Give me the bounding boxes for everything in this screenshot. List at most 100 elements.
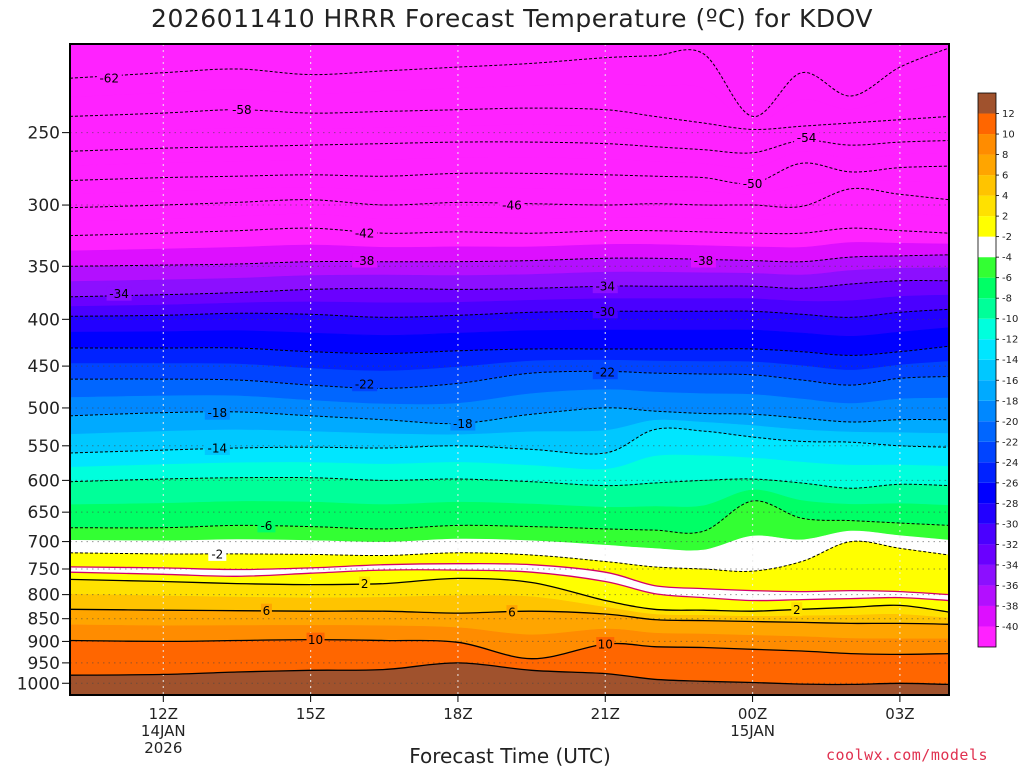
contour-label-bg: [592, 304, 618, 319]
contour-label-bg: [352, 377, 378, 392]
contour-label: -34: [106, 286, 132, 301]
isotherm-6: [70, 608, 949, 625]
colorbar-label: -10: [1002, 314, 1018, 325]
isotherm--50: [70, 162, 949, 185]
freezing-line-lower: [70, 569, 949, 602]
colorbar-label: 2: [1002, 212, 1008, 223]
contour-label: 10: [596, 637, 615, 652]
x-tick-label: 15Z: [296, 705, 325, 723]
contour-label-text: -38: [355, 254, 375, 268]
colorbar-label: -16: [1002, 376, 1018, 387]
colorbar-swatch: [978, 482, 996, 504]
isotherm--18: [70, 407, 949, 425]
colorbar-label: -24: [1002, 458, 1018, 469]
contour-label-text: 2: [793, 603, 801, 617]
colorbar-label: -26: [1002, 478, 1018, 489]
contour-label: -34: [592, 279, 618, 294]
contour-label-text: 10: [598, 638, 613, 652]
contour-label-bg: [352, 226, 378, 241]
contour-label-text: 6: [263, 604, 271, 618]
colorbar-swatch: [978, 400, 996, 422]
isotherm--46: [70, 187, 949, 209]
y-tick-label: 750: [28, 560, 60, 580]
y-tick-label: 1000: [17, 674, 60, 694]
contour-label-bg: [306, 632, 325, 647]
isotherm-10: [70, 638, 949, 660]
colorbar-label: -34: [1002, 560, 1018, 571]
contour-label-text: -14: [208, 441, 228, 455]
colorbar-label: -32: [1002, 540, 1018, 551]
colorbar-label: -38: [1002, 601, 1018, 612]
colorbar-swatch: [978, 154, 996, 176]
contour-label: -46: [499, 198, 525, 213]
contour-label-text: -54: [797, 131, 817, 145]
contour-label-text: 10: [308, 633, 323, 647]
x-tick-label: 00Z: [738, 705, 767, 723]
contour-label: -22: [352, 377, 378, 392]
colorbar-label: 10: [1002, 130, 1015, 141]
y-tick-label: 500: [28, 399, 60, 419]
contour-label-bg: [506, 605, 518, 620]
contour-label: -62: [96, 71, 122, 86]
contour-label: -38: [690, 253, 716, 268]
contour-label: -50: [740, 176, 766, 191]
contour-label-text: -34: [595, 280, 615, 294]
isotherm--42: [70, 227, 949, 237]
contour-label-text: 6: [508, 606, 516, 620]
colorbar-label: -40: [1002, 622, 1018, 633]
contour-label-bg: [359, 576, 371, 591]
contour-label: 6: [506, 605, 518, 620]
contour-label-bg: [260, 603, 272, 618]
colorbar-swatch: [978, 175, 996, 196]
y-tick-label: 550: [28, 437, 60, 457]
contour-label: 2: [791, 602, 803, 617]
colorbar-swatch: [978, 298, 996, 319]
plot-frame: [69, 43, 950, 696]
colorbar-swatch: [978, 380, 996, 401]
credit-link[interactable]: coolwx.com/models: [826, 746, 989, 764]
colorbar-swatch: [978, 216, 996, 237]
colorbar-label: -18: [1002, 396, 1018, 407]
colorbar-label: -4: [1002, 253, 1012, 264]
colorbar-swatch: [978, 585, 996, 606]
isotherm--2: [70, 540, 949, 572]
colorbar-swatch: [978, 564, 996, 586]
colorbar-label: 12: [1002, 109, 1015, 120]
colorbar-label: -30: [1002, 519, 1018, 530]
colorbar-swatch: [978, 318, 996, 340]
contour-label: -58: [229, 102, 255, 117]
colorbar-label: -2: [1002, 232, 1012, 243]
colorbar-swatch: [978, 626, 996, 647]
contour-label: -14: [204, 440, 230, 455]
colorbar-label: 6: [1002, 171, 1008, 182]
contour-label: -6: [257, 518, 276, 533]
contour-label-bg: [791, 602, 803, 617]
isotherm--54: [70, 139, 949, 154]
contour-label-bg: [257, 518, 276, 533]
contour-lines-layer: [70, 47, 949, 686]
colorbar-label: -20: [1002, 417, 1018, 428]
x-tick-date: 15JAN: [730, 722, 775, 740]
colorbar-swatch: [978, 503, 996, 524]
colorbar-swatch: [978, 113, 996, 135]
x-tick-label: 21Z: [591, 705, 620, 723]
contour-label-text: -18: [208, 406, 228, 420]
colorbar-swatch: [978, 134, 996, 155]
colorbar-swatch: [978, 421, 996, 442]
contour-label-text: -6: [260, 519, 272, 533]
chart-title: 2026011410 HRRR Forecast Temperature (ºC…: [151, 4, 873, 33]
isotherm--38: [70, 254, 949, 267]
colorbar-swatch: [978, 93, 996, 114]
contour-label-bg: [204, 405, 230, 420]
y-axis: 2503003504004505005506006507007508008509…: [17, 124, 70, 694]
y-tick-label: 250: [28, 124, 60, 144]
isotherm--26: [70, 345, 949, 356]
colorbar-swatch: [978, 257, 996, 278]
y-tick-label: 850: [28, 610, 60, 630]
contour-label-bg: [499, 198, 525, 213]
colorbar-swatch: [978, 523, 996, 545]
contour-label: -22: [592, 365, 618, 380]
colorbar-label: -6: [1002, 273, 1012, 284]
contour-label-text: -58: [232, 103, 252, 117]
